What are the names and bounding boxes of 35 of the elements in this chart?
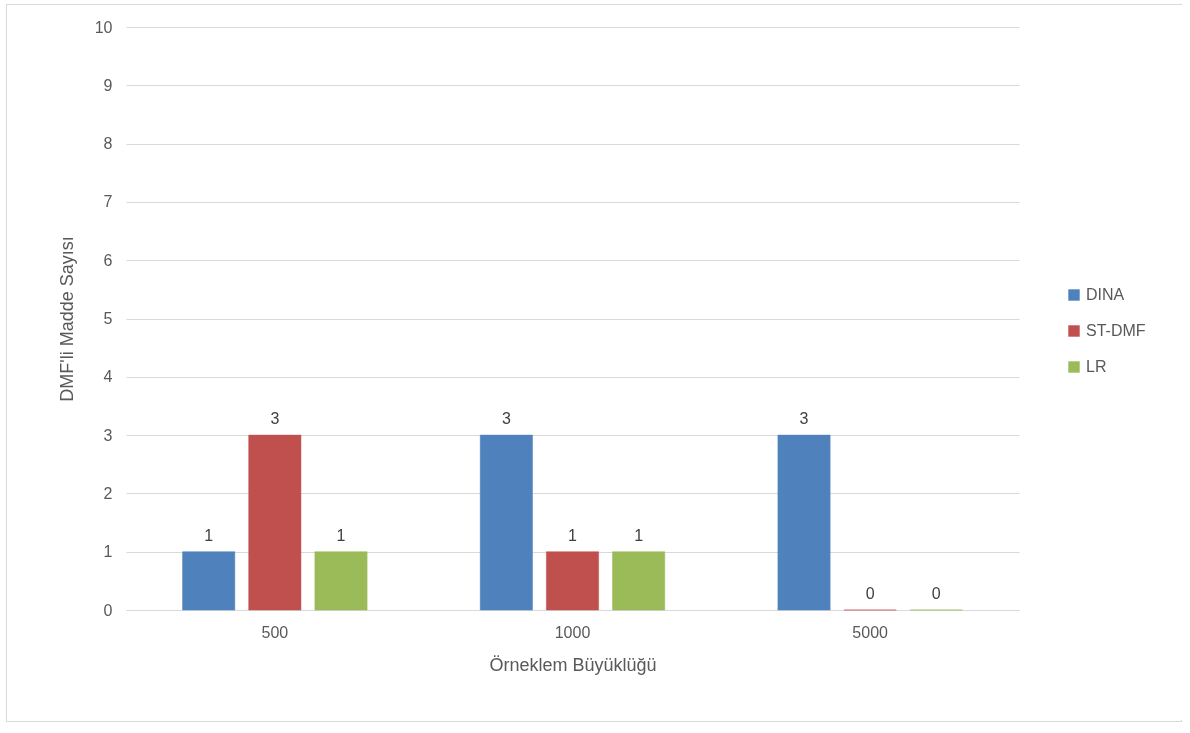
y-axis-title: DMF'li Madde Sayısı [56,236,77,402]
legend-label: DINA [1086,286,1125,303]
y-tick-label: 5 [103,310,113,327]
y-tick-label: 1 [103,543,113,561]
bar [612,551,666,611]
data-label: 0 [931,585,941,602]
data-label: 0 [865,585,875,602]
bar [479,434,533,611]
data-label: 1 [336,526,346,544]
bar [546,551,599,611]
data-label: 3 [799,410,809,428]
x-axis-title: Örneklem Büyüklüğü [489,654,657,675]
x-tick-label: 5000 [852,623,889,641]
data-label: 1 [568,526,578,544]
data-label: 1 [634,526,644,544]
y-tick-label: 10 [94,18,113,36]
data-label: 3 [501,410,511,428]
y-tick-label: 3 [103,426,113,444]
bar [248,434,302,611]
x-tick-label: 1000 [554,623,591,641]
bar [314,551,368,611]
bar [777,434,831,611]
legend-label: LR [1086,358,1107,375]
y-tick-label: 9 [103,76,113,94]
legend-label: ST-DMF [1086,322,1146,339]
y-tick-label: 4 [103,368,113,386]
data-label: 3 [270,410,280,428]
y-tick-label: 8 [103,135,113,153]
x-tick-label: 500 [261,623,289,641]
bar [182,551,236,611]
y-tick-label: 7 [103,193,113,211]
y-tick-label: 6 [103,251,113,269]
y-tick-label: 2 [103,484,113,502]
data-label: 1 [204,526,214,544]
y-tick-label: 0 [103,601,113,619]
